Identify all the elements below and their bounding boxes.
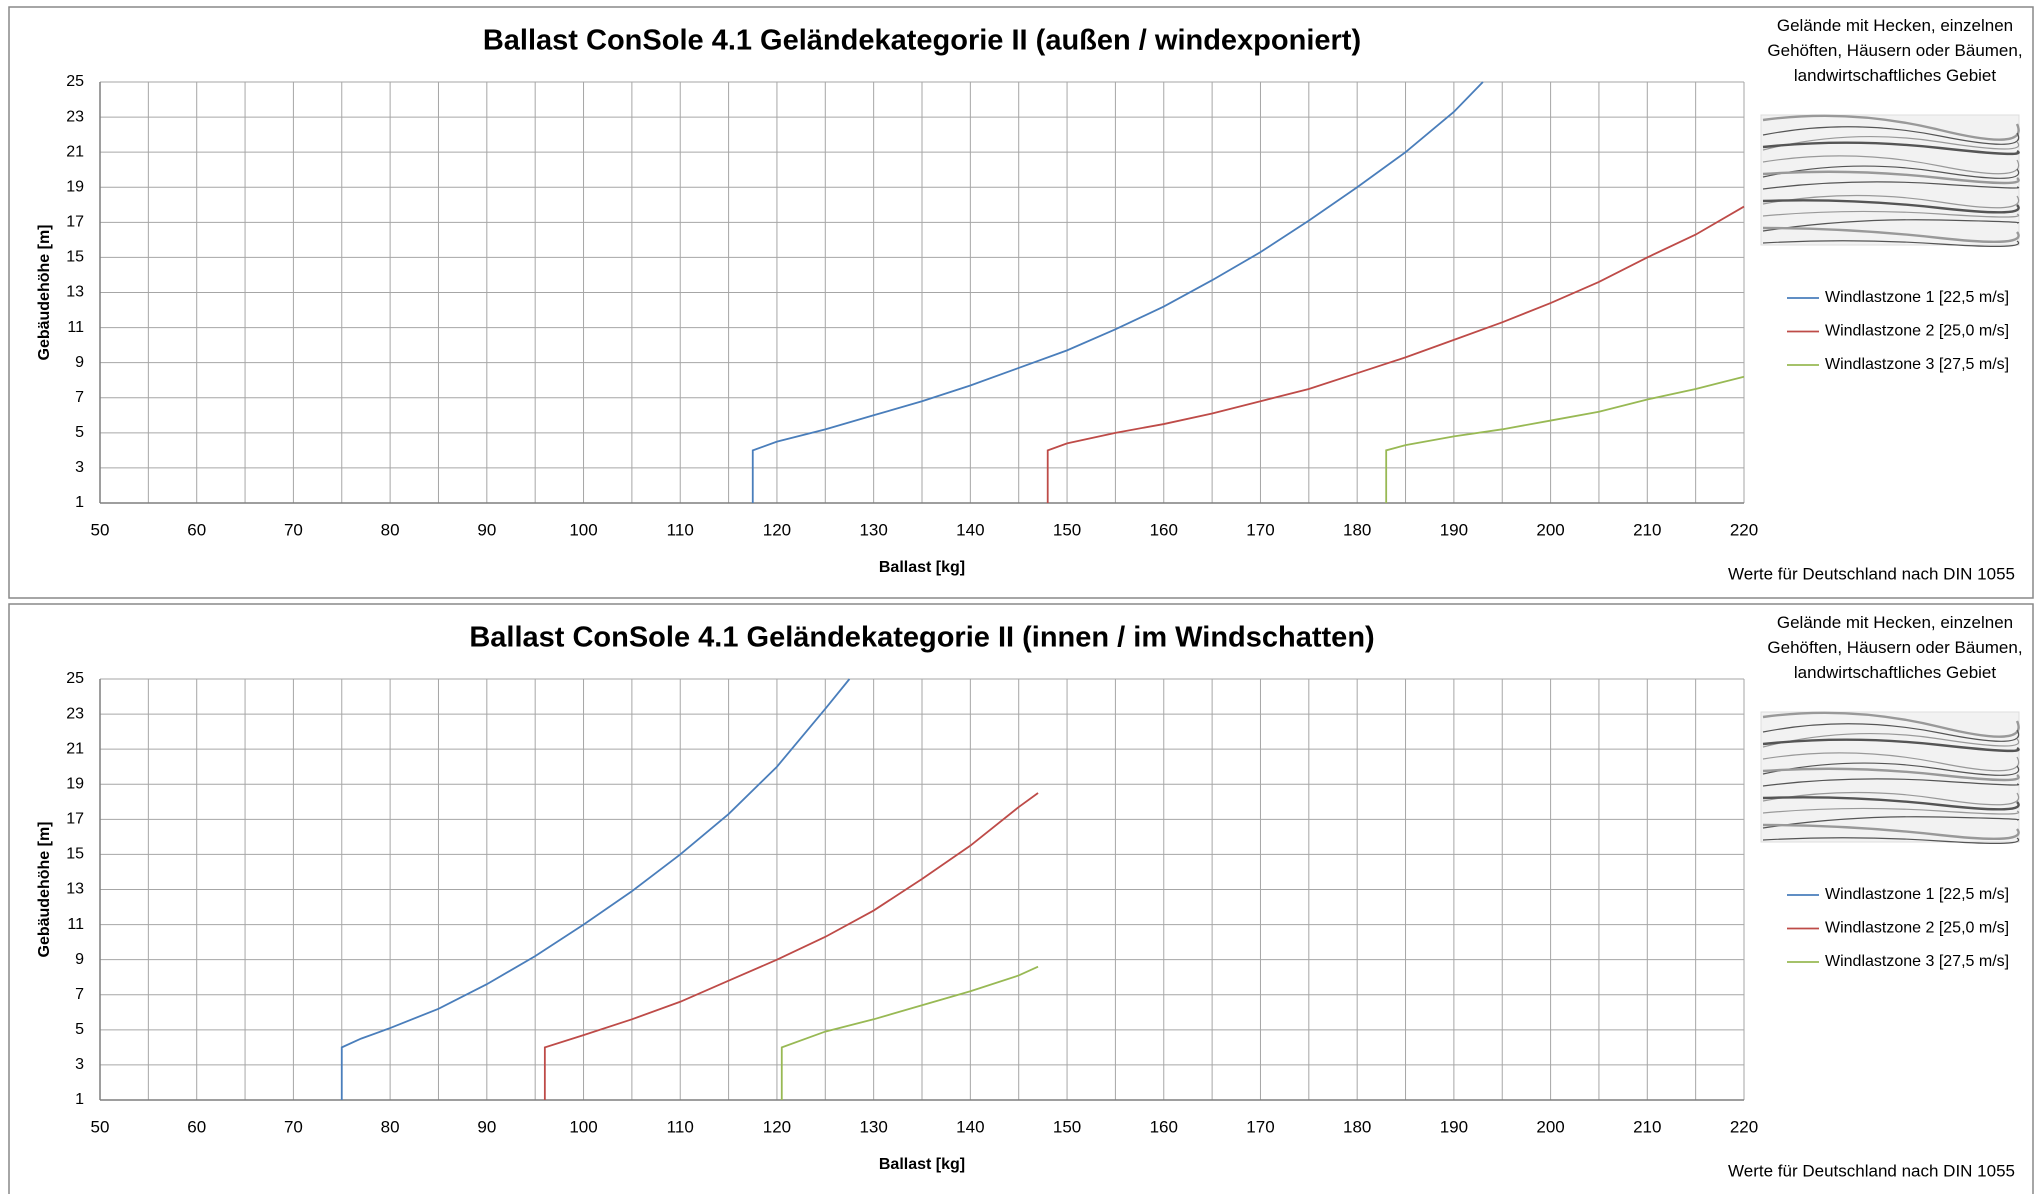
x-tick-label: 220 [1730,520,1758,539]
y-axis-label: Gebäudehöhe [m] [36,224,53,360]
x-tick-label: 180 [1343,520,1371,539]
x-tick-label: 210 [1633,520,1661,539]
x-axis-label: Ballast [kg] [879,559,965,576]
x-tick-label: 50 [91,1117,110,1136]
x-tick-label: 120 [763,1117,791,1136]
terrain-image-bg [1761,712,2019,842]
x-tick-label: 210 [1633,1117,1661,1136]
chart-title: Ballast ConSole 4.1 Geländekategorie II … [469,622,1374,654]
x-tick-label: 70 [284,1117,303,1136]
x-tick-label: 200 [1536,1117,1564,1136]
x-tick-label: 220 [1730,1117,1758,1136]
y-tick-label: 17 [66,214,84,231]
x-tick-label: 180 [1343,1117,1371,1136]
y-tick-label: 25 [66,670,84,687]
x-tick-label: 110 [667,520,694,539]
terrain-note: Gelände mit Hecken, einzelnen Gehöften, … [1760,13,2030,88]
y-tick-label: 11 [67,916,84,933]
footnote: Werte für Deutschland nach DIN 1055 [1728,564,2015,583]
y-tick-label: 3 [75,1056,84,1073]
y-tick-label: 15 [66,249,84,266]
y-tick-label: 23 [66,108,84,125]
x-tick-label: 190 [1440,1117,1468,1136]
x-tick-label: 170 [1246,520,1274,539]
x-tick-label: 160 [1150,1117,1178,1136]
y-tick-label: 7 [75,389,84,406]
x-tick-label: 120 [763,520,791,539]
x-tick-label: 190 [1440,520,1468,539]
y-tick-label: 21 [66,740,84,757]
y-tick-label: 9 [75,354,84,371]
y-tick-label: 1 [75,494,84,511]
y-tick-label: 5 [75,1021,84,1038]
x-tick-label: 60 [187,1117,206,1136]
x-tick-label: 90 [477,520,496,539]
data-line [1386,377,1744,503]
y-tick-label: 13 [66,284,84,301]
y-tick-label: 25 [66,73,84,90]
x-tick-label: 60 [187,520,206,539]
chart-frame [9,604,2033,1194]
terrain-image-bg [1761,115,2019,245]
x-tick-label: 110 [667,1117,694,1136]
footnote: Werte für Deutschland nach DIN 1055 [1728,1161,2015,1180]
x-tick-label: 130 [859,520,887,539]
terrain-image [1761,712,2019,843]
x-tick-label: 50 [91,520,110,539]
y-tick-label: 11 [67,319,84,336]
x-tick-label: 150 [1053,1117,1081,1136]
chart: Ballast ConSole 4.1 Geländekategorie II … [0,0,2042,1194]
chart-frame [9,7,2033,598]
y-tick-label: 1 [75,1091,84,1108]
y-tick-label: 9 [75,951,84,968]
y-axis-label: Gebäudehöhe [m] [36,821,53,957]
data-line [782,967,1038,1100]
terrain-image [1761,115,2019,246]
y-tick-label: 3 [75,459,84,476]
legend-label: Windlastzone 1 [22,5 m/s] [1825,289,2009,306]
x-tick-label: 150 [1053,520,1081,539]
x-tick-label: 200 [1536,520,1564,539]
x-tick-label: 90 [477,1117,496,1136]
legend-label: Windlastzone 2 [25,0 m/s] [1825,920,2009,937]
y-tick-label: 13 [66,881,84,898]
page: {"chart_data": [ {"type": "line", "title… [0,0,2042,1194]
x-tick-label: 100 [569,520,597,539]
x-tick-label: 130 [859,1117,887,1136]
legend-label: Windlastzone 1 [22,5 m/s] [1825,886,2009,903]
x-tick-label: 170 [1246,1117,1274,1136]
data-line [1048,207,1744,503]
data-line [545,793,1038,1100]
y-tick-label: 17 [66,811,84,828]
x-tick-label: 100 [569,1117,597,1136]
terrain-note: Gelände mit Hecken, einzelnen Gehöften, … [1760,610,2030,685]
legend-label: Windlastzone 3 [27,5 m/s] [1825,953,2009,970]
x-tick-label: 160 [1150,520,1178,539]
chart-title: Ballast ConSole 4.1 Geländekategorie II … [483,25,1361,57]
legend-label: Windlastzone 2 [25,0 m/s] [1825,323,2009,340]
y-tick-label: 5 [75,424,84,441]
x-axis-label: Ballast [kg] [879,1156,965,1173]
y-tick-label: 7 [75,986,84,1003]
y-tick-label: 19 [66,775,84,792]
x-tick-label: 70 [284,520,303,539]
y-tick-label: 21 [66,143,84,160]
y-tick-label: 19 [66,178,84,195]
x-tick-label: 80 [381,1117,400,1136]
x-tick-label: 140 [956,1117,984,1136]
legend-label: Windlastzone 3 [27,5 m/s] [1825,356,2009,373]
x-tick-label: 140 [956,520,984,539]
y-tick-label: 15 [66,846,84,863]
y-tick-label: 23 [66,705,84,722]
x-tick-label: 80 [381,520,400,539]
